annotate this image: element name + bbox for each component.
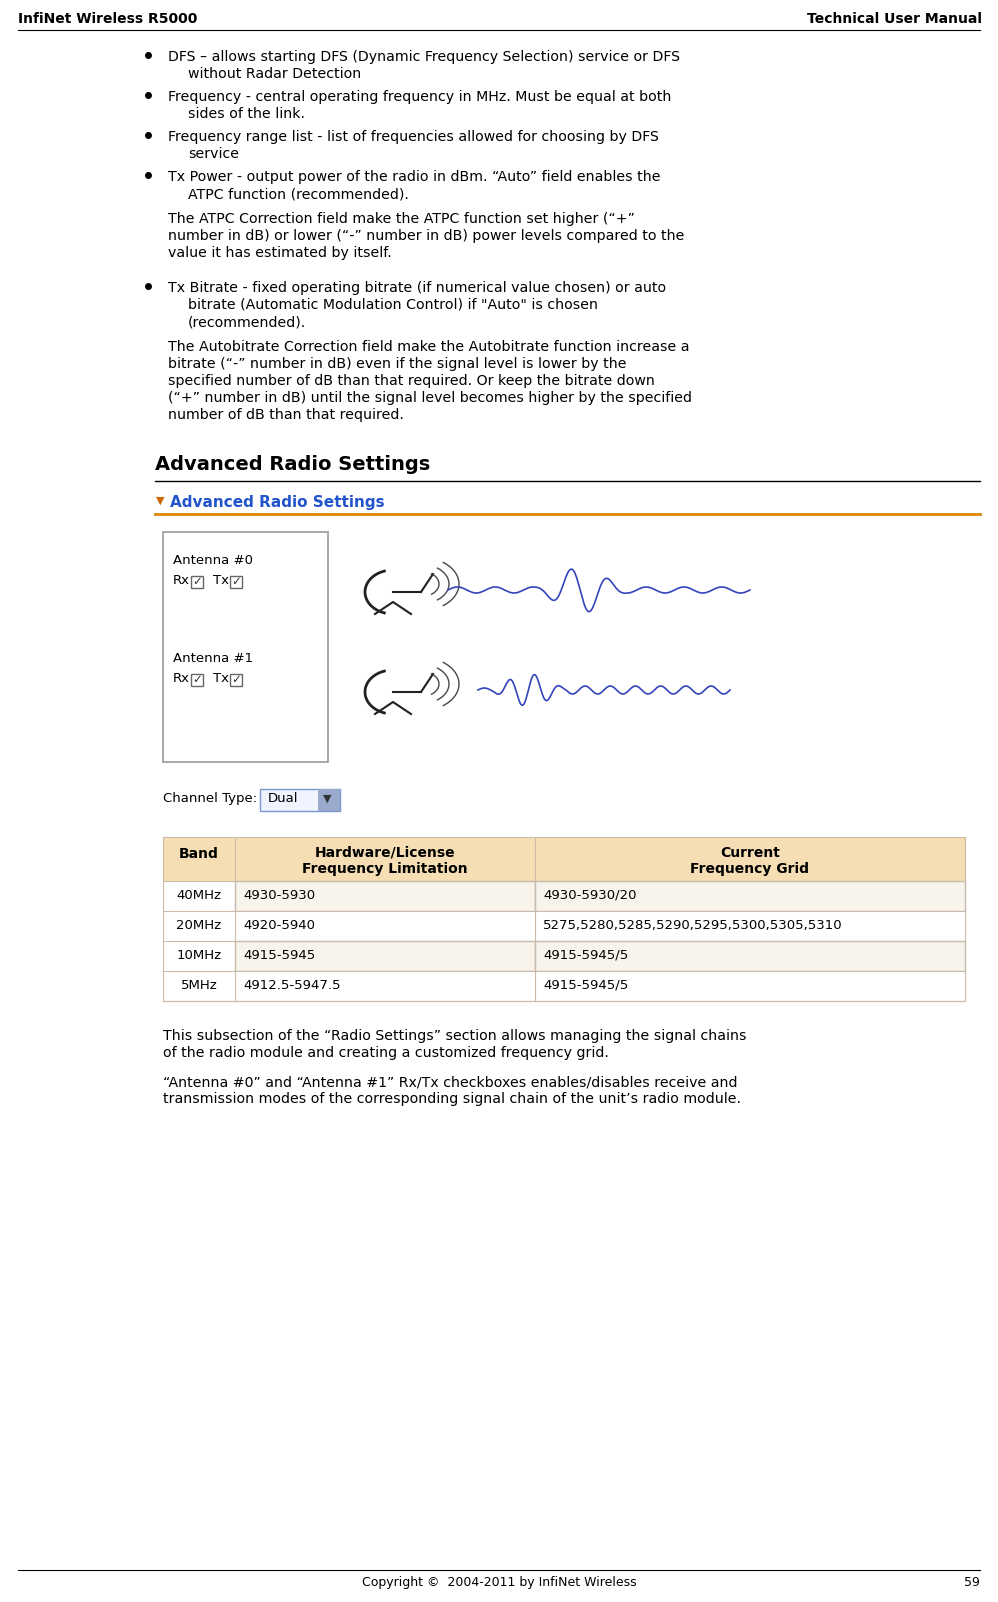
Text: ✓: ✓ [231,575,241,588]
Bar [535,971,965,1001]
Text: DFS – allows starting DFS (Dynamic Frequency Selection) service or DFS: DFS – allows starting DFS (Dynamic Frequ… [168,50,680,64]
Text: ATPC function (recommended).: ATPC function (recommended). [188,187,409,200]
Text: 40MHz: 40MHz [177,889,222,902]
Text: Rx: Rx [173,671,190,686]
Text: without Radar Detection: without Radar Detection [188,67,361,82]
Text: 20MHz: 20MHz [177,920,222,932]
Bar [260,790,340,811]
Text: Hardware/License: Hardware/License [314,846,455,860]
Text: ✓: ✓ [192,673,202,686]
Text: 4915-5945: 4915-5945 [243,948,315,961]
Bar [163,912,235,940]
Text: (recommended).: (recommended). [188,316,306,328]
Bar [235,836,535,881]
Text: Band: Band [179,847,219,860]
Bar [230,577,242,588]
Text: 4915-5945/5: 4915-5945/5 [543,948,629,961]
Text: Advanced Radio Settings: Advanced Radio Settings [170,495,384,509]
Text: This subsection of the “Radio Settings” section allows managing the signal chain: This subsection of the “Radio Settings” … [163,1028,747,1043]
Text: Rx: Rx [173,574,190,586]
Text: ✓: ✓ [192,575,202,588]
Text: Antenna #0: Antenna #0 [173,554,253,567]
Text: value it has estimated by itself.: value it has estimated by itself. [168,247,392,260]
Text: Tx: Tx [213,671,229,686]
Text: number in dB) or lower (“-” number in dB) power levels compared to the: number in dB) or lower (“-” number in dB… [168,229,685,244]
Bar [235,912,535,940]
Text: Channel Type:: Channel Type: [163,791,257,804]
Text: 4920-5940: 4920-5940 [243,920,315,932]
Text: 5275,5280,5285,5290,5295,5300,5305,5310: 5275,5280,5285,5290,5295,5300,5305,5310 [543,920,842,932]
Bar [235,971,535,1001]
Text: ✓: ✓ [231,673,241,686]
Text: “Antenna #0” and “Antenna #1” Rx/Tx checkboxes enables/disables receive and: “Antenna #0” and “Antenna #1” Rx/Tx chec… [163,1075,738,1089]
Text: The Autobitrate Correction field make the Autobitrate function increase a: The Autobitrate Correction field make th… [168,340,690,354]
Text: The ATPC Correction field make the ATPC function set higher (“+”: The ATPC Correction field make the ATPC … [168,211,635,226]
Text: of the radio module and creating a customized frequency grid.: of the radio module and creating a custo… [163,1046,609,1061]
Bar [235,881,535,912]
Bar [235,940,535,971]
Text: Frequency - central operating frequency in MHz. Must be equal at both: Frequency - central operating frequency … [168,90,672,104]
Text: 4930-5930/20: 4930-5930/20 [543,889,637,902]
Bar [163,940,235,971]
Bar [191,577,203,588]
Text: bitrate (Automatic Modulation Control) if "Auto" is chosen: bitrate (Automatic Modulation Control) i… [188,298,598,312]
Text: Antenna #1: Antenna #1 [173,652,253,665]
Text: service: service [188,147,239,160]
Text: 10MHz: 10MHz [177,948,222,961]
Text: specified number of dB than that required. Or keep the bitrate down: specified number of dB than that require… [168,373,655,388]
Text: 4915-5945/5: 4915-5945/5 [543,979,629,992]
Text: transmission modes of the corresponding signal chain of the unit’s radio module.: transmission modes of the corresponding … [163,1093,741,1105]
Bar [535,912,965,940]
Text: Tx Bitrate - fixed operating bitrate (if numerical value chosen) or auto: Tx Bitrate - fixed operating bitrate (if… [168,280,666,295]
Text: ▼: ▼ [323,795,331,804]
Text: 4912.5-5947.5: 4912.5-5947.5 [243,979,340,992]
Bar [163,532,328,763]
Text: Tx Power - output power of the radio in dBm. “Auto” field enables the: Tx Power - output power of the radio in … [168,170,661,184]
Bar [163,881,235,912]
Text: ▼: ▼ [156,497,165,506]
Text: Frequency Limitation: Frequency Limitation [302,862,468,876]
Text: Dual: Dual [268,791,298,804]
Bar [535,881,965,912]
Bar [535,940,965,971]
Text: Frequency Grid: Frequency Grid [691,862,809,876]
Text: 59: 59 [964,1576,980,1589]
Text: number of dB than that required.: number of dB than that required. [168,409,404,421]
Bar [230,674,242,686]
Text: Copyright ©  2004-2011 by InfiNet Wireless: Copyright © 2004-2011 by InfiNet Wireles… [361,1576,637,1589]
Bar [163,836,235,881]
Text: 4930-5930: 4930-5930 [243,889,315,902]
Text: Tx: Tx [213,574,229,586]
Text: Technical User Manual: Technical User Manual [807,11,982,26]
Text: 5MHz: 5MHz [181,979,218,992]
Text: (“+” number in dB) until the signal level becomes higher by the specified: (“+” number in dB) until the signal leve… [168,391,692,405]
Bar [535,836,965,881]
Text: sides of the link.: sides of the link. [188,107,305,122]
Text: Current: Current [721,846,780,860]
Text: Frequency range list - list of frequencies allowed for choosing by DFS: Frequency range list - list of frequenci… [168,130,659,144]
Text: bitrate (“-” number in dB) even if the signal level is lower by the: bitrate (“-” number in dB) even if the s… [168,357,627,372]
Bar [191,674,203,686]
Bar [318,790,340,811]
Bar [163,971,235,1001]
Text: Advanced Radio Settings: Advanced Radio Settings [155,455,430,474]
Text: InfiNet Wireless R5000: InfiNet Wireless R5000 [18,11,198,26]
